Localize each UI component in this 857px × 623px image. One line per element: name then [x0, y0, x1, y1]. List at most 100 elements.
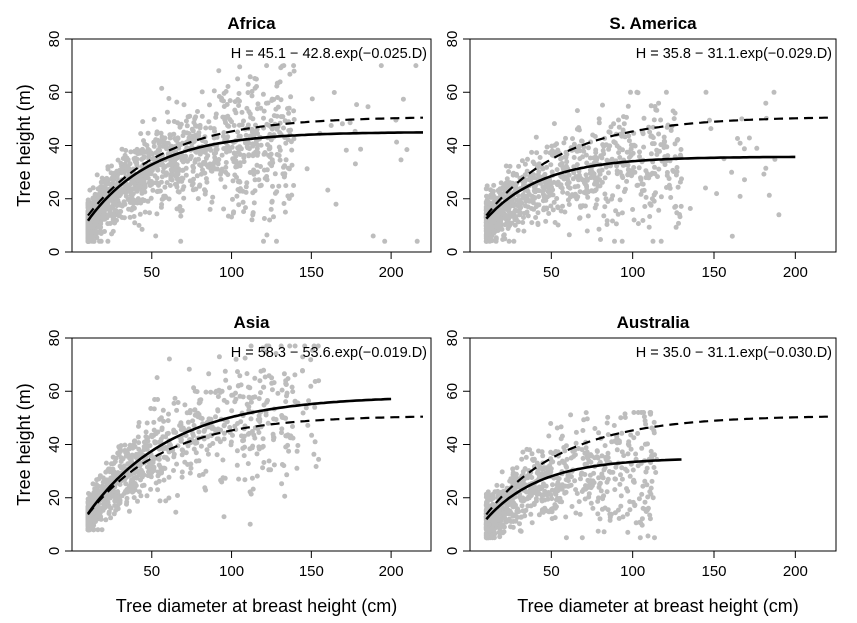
data-point [85, 527, 91, 533]
data-point [583, 445, 589, 451]
data-point [215, 426, 221, 432]
data-point [133, 454, 139, 460]
data-point [193, 458, 199, 464]
data-point [600, 102, 605, 108]
data-point [194, 173, 200, 179]
data-point [261, 151, 267, 157]
data-point [142, 170, 148, 176]
y-tick-label: 40 [46, 137, 63, 154]
data-point [195, 196, 201, 202]
data-point [597, 183, 603, 189]
data-point [540, 492, 546, 498]
data-point [574, 126, 580, 132]
data-point [541, 193, 547, 199]
data-point [643, 421, 649, 427]
data-point [291, 108, 297, 114]
data-point [279, 387, 285, 393]
data-point [687, 206, 693, 211]
data-point [149, 181, 155, 187]
data-point [102, 229, 107, 234]
data-point [583, 191, 589, 196]
data-point [625, 488, 631, 494]
data-point [522, 508, 527, 514]
data-point [245, 81, 251, 87]
data-point [555, 204, 561, 210]
data-point [352, 161, 358, 167]
data-point [161, 418, 167, 424]
data-point [308, 383, 314, 389]
data-point [542, 489, 548, 495]
data-point [237, 134, 243, 140]
data-point [179, 452, 185, 458]
data-point [370, 233, 376, 239]
data-point [212, 155, 218, 160]
data-point [121, 464, 127, 470]
data-point [494, 216, 500, 222]
data-point [568, 194, 573, 200]
data-point [534, 202, 540, 208]
data-point [138, 449, 144, 455]
data-point [271, 214, 276, 220]
data-point [245, 139, 251, 145]
data-point [255, 169, 260, 175]
data-point [195, 410, 201, 416]
data-point [182, 402, 188, 408]
data-point [637, 535, 643, 541]
data-point [158, 179, 164, 185]
x-tick-label: 100 [620, 264, 645, 281]
data-point [568, 474, 574, 480]
data-point [500, 505, 505, 511]
data-point [647, 516, 653, 522]
data-point [283, 157, 289, 163]
data-point [245, 90, 251, 96]
data-point [247, 170, 253, 175]
data-point [627, 473, 633, 479]
data-point [573, 487, 579, 493]
data-point [235, 129, 241, 135]
data-point [254, 146, 260, 151]
data-point [180, 176, 186, 182]
data-point [237, 161, 243, 167]
data-point [214, 452, 220, 458]
data-point [679, 176, 684, 182]
data-point [599, 179, 605, 185]
data-point [90, 481, 96, 487]
data-point [628, 446, 634, 452]
data-point [487, 226, 493, 232]
data-point [141, 439, 147, 445]
data-point [268, 206, 274, 212]
data-point [531, 161, 537, 167]
data-point [703, 185, 708, 191]
data-point [110, 454, 116, 460]
data-point [494, 482, 500, 488]
data-point [400, 96, 406, 102]
data-point [640, 505, 646, 511]
data-point [261, 238, 266, 244]
data-point [252, 188, 258, 194]
data-point [312, 439, 318, 445]
data-point [542, 172, 547, 178]
data-point [225, 84, 231, 89]
data-point [108, 475, 114, 481]
data-point [628, 89, 633, 95]
data-point [233, 164, 239, 170]
data-point [134, 162, 140, 168]
data-point [96, 483, 101, 489]
data-point [99, 527, 105, 533]
data-point [483, 494, 489, 500]
data-point [509, 213, 514, 219]
data-point [538, 486, 544, 492]
data-point [766, 192, 772, 198]
data-point [233, 390, 238, 396]
data-point [268, 118, 274, 124]
data-point [105, 166, 111, 172]
data-point [255, 101, 261, 107]
data-point [559, 433, 565, 439]
data-point [575, 183, 581, 189]
x-tick-label: 100 [620, 563, 645, 580]
data-point [156, 140, 162, 146]
data-point [148, 453, 154, 459]
data-point [185, 114, 191, 120]
data-point [517, 521, 522, 527]
data-point [495, 492, 501, 498]
